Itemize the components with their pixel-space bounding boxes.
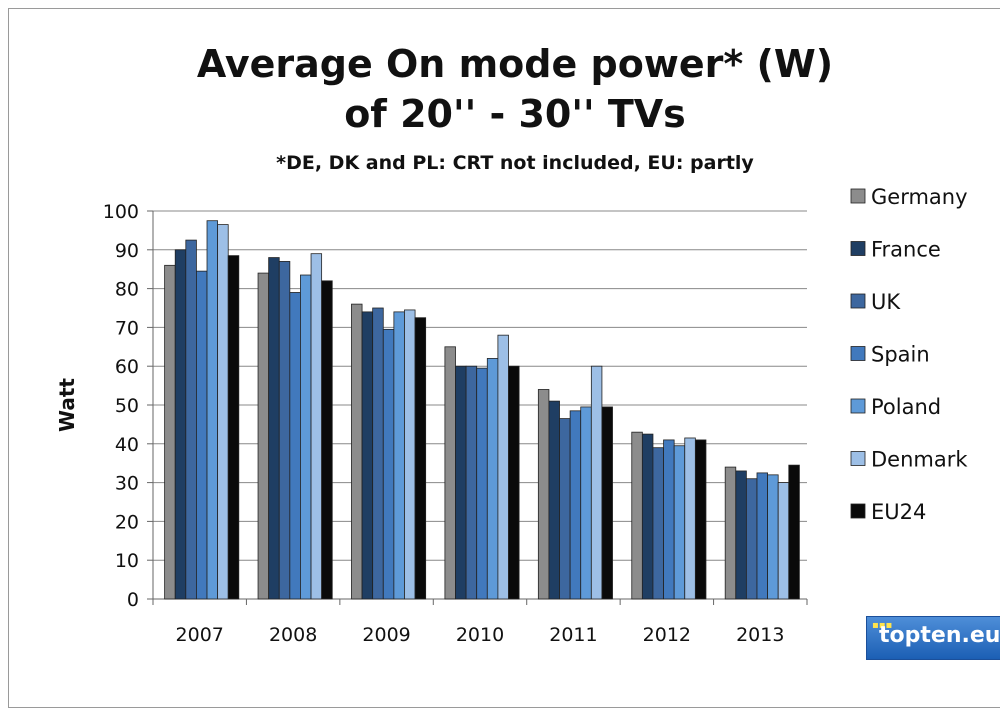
bar-france-2011 (548, 400, 560, 600)
bar-uk-2009 (372, 307, 384, 600)
chart-title-line-2: of 20'' - 30'' TVs (344, 92, 686, 136)
bar-denmark-2008 (310, 253, 323, 600)
bar-poland-2009 (393, 311, 405, 600)
bar-poland-2008 (300, 274, 312, 600)
bar-uk-2010 (465, 365, 478, 600)
y-tick-label: 20 (115, 511, 139, 533)
legend-swatch-eu24 (850, 503, 866, 519)
bar-eu24-2008 (321, 280, 333, 600)
bar-france-2009 (361, 311, 374, 600)
bar-spain-2007 (196, 270, 208, 600)
y-tick-label: 80 (115, 279, 139, 301)
bar-denmark-2012 (684, 437, 696, 600)
legend-label-germany: Germany (871, 185, 968, 209)
legend-label-spain: Spain (871, 343, 930, 367)
y-axis-label: Watt (55, 378, 79, 432)
x-tick-label: 2010 (456, 624, 504, 646)
legend-label-eu24: EU24 (871, 500, 926, 524)
bar-poland-2013 (767, 474, 779, 600)
bar-germany-2011 (537, 389, 550, 600)
x-tick-label: 2008 (269, 624, 317, 646)
bar-denmark-2011 (590, 365, 603, 600)
legend-swatch-germany (850, 188, 866, 204)
bar-uk-2008 (278, 261, 291, 600)
logo-dots-icon: ▪▪▪ (872, 620, 893, 631)
topten-logo: ▪▪▪ topten.eu (866, 616, 1000, 660)
bar-spain-2010 (476, 367, 488, 600)
bar-germany-2013 (724, 466, 737, 600)
bar-spain-2013 (756, 472, 768, 600)
bar-france-2012 (641, 433, 654, 600)
y-tick-label: 50 (115, 395, 139, 417)
bar-poland-2010 (486, 358, 499, 600)
bar-france-2007 (174, 249, 187, 600)
y-tick-label: 40 (115, 434, 139, 456)
legend-label-uk: UK (871, 290, 901, 314)
legend-label-poland: Poland (871, 395, 941, 419)
bar-eu24-2007 (227, 255, 240, 600)
bar-uk-2011 (559, 418, 571, 600)
x-tick-label: 2007 (176, 624, 224, 646)
legend-swatch-poland (850, 398, 866, 414)
bar-uk-2012 (652, 447, 664, 600)
bar-germany-2008 (257, 272, 270, 600)
legend-label-denmark: Denmark (871, 448, 968, 472)
y-tick-label: 0 (127, 589, 139, 611)
bar-poland-2012 (673, 445, 686, 600)
x-tick-label: 2011 (549, 624, 597, 646)
x-tick-label: 2013 (736, 624, 784, 646)
legend-swatch-denmark (850, 451, 866, 466)
y-tick-label: 90 (115, 240, 139, 262)
bar-eu24-2013 (788, 464, 800, 600)
bar-uk-2007 (185, 239, 197, 600)
bar-germany-2009 (351, 303, 363, 600)
bar-eu24-2011 (601, 406, 613, 600)
legend-label-france: France (871, 238, 941, 262)
x-tick-label: 2009 (362, 624, 410, 646)
legend-swatch-uk (850, 293, 866, 309)
legend-swatch-france (850, 241, 866, 256)
y-tick-label: 60 (115, 356, 139, 378)
bar-poland-2011 (580, 406, 592, 600)
chart-subtitle: *DE, DK and PL: CRT not included, EU: pa… (276, 152, 754, 174)
bar-denmark-2013 (777, 482, 790, 600)
y-tick-label: 70 (115, 317, 139, 339)
bar-spain-2012 (663, 439, 675, 600)
bar-germany-2012 (631, 431, 643, 600)
bar-spain-2011 (569, 410, 582, 600)
x-tick-label: 2012 (643, 624, 691, 646)
y-tick-label: 10 (115, 550, 139, 572)
bar-eu24-2012 (694, 439, 707, 600)
bar-denmark-2010 (497, 334, 509, 600)
bar-france-2013 (735, 470, 747, 600)
bar-eu24-2010 (508, 365, 520, 600)
legend-swatch-spain (850, 346, 866, 361)
bar-denmark-2009 (404, 309, 416, 600)
bar-germany-2010 (444, 346, 456, 600)
bar-spain-2009 (382, 328, 395, 600)
bar-uk-2013 (745, 478, 758, 600)
y-tick-label: 100 (103, 201, 139, 223)
bar-chart: 0 10 20 30 40 50 60 70 80 90 100 Watt 2007 2008 2009 20… (55, 185, 968, 646)
logo-text: topten.eu (879, 623, 1000, 648)
y-tick-label: 30 (115, 473, 139, 495)
bar-denmark-2007 (217, 224, 229, 600)
bar-france-2008 (268, 257, 280, 600)
bar-spain-2008 (289, 292, 301, 600)
chart-title-line-1: Average On mode power* (W) (196, 42, 834, 86)
bar-france-2010 (455, 365, 467, 600)
bar-germany-2007 (164, 264, 176, 600)
bar-eu24-2009 (414, 317, 427, 600)
bar-poland-2007 (206, 220, 219, 600)
